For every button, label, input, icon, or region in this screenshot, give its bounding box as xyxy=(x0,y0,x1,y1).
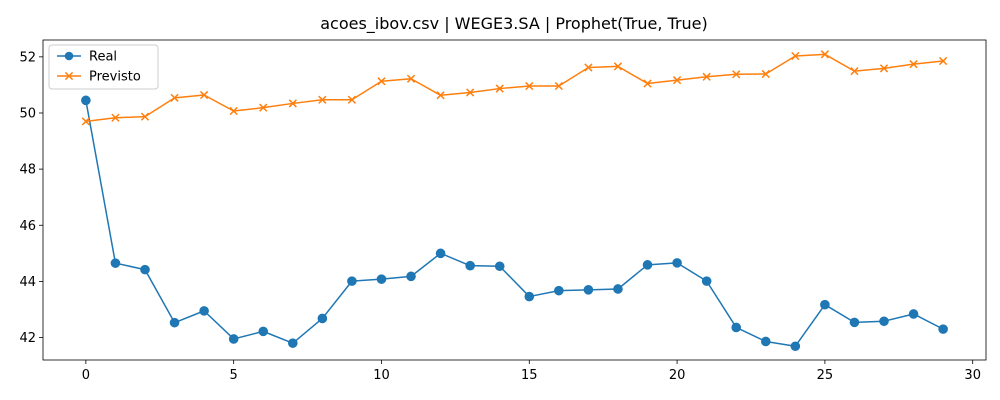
chart-title: acoes_ibov.csv | WEGE3.SA | Prophet(True… xyxy=(320,14,708,34)
x-tick-label: 25 xyxy=(817,368,834,383)
data-point xyxy=(790,341,801,352)
data-point xyxy=(435,248,446,259)
data-point xyxy=(466,88,475,97)
series-real xyxy=(81,95,948,352)
data-point xyxy=(406,271,416,282)
data-point xyxy=(288,99,297,108)
data-point xyxy=(377,77,386,86)
data-point xyxy=(287,338,298,348)
x-tick-label: 10 xyxy=(373,368,390,383)
data-point xyxy=(879,64,889,73)
data-point xyxy=(199,90,209,100)
y-tick-label: 42 xyxy=(19,331,36,346)
data-point xyxy=(583,285,594,295)
data-point xyxy=(939,56,948,66)
data-point xyxy=(938,324,948,334)
data-point xyxy=(791,51,800,61)
x-tick-label: 0 xyxy=(82,368,90,383)
legend-item-previsto: Previsto xyxy=(57,70,141,85)
y-tick-label: 50 xyxy=(19,106,36,121)
x-tick-label: 5 xyxy=(230,368,238,383)
data-point xyxy=(613,62,623,71)
axes-frame xyxy=(42,39,987,361)
y-tick-label: 44 xyxy=(19,275,36,290)
data-point xyxy=(347,276,357,286)
data-point xyxy=(643,79,652,88)
series-line-previsto xyxy=(85,53,944,123)
data-point xyxy=(554,285,564,296)
data-point xyxy=(731,322,742,333)
data-point xyxy=(111,113,120,122)
data-point xyxy=(406,74,416,83)
y-tick-label: 46 xyxy=(19,219,36,234)
data-point xyxy=(613,284,623,294)
data-point xyxy=(820,50,830,59)
plot-area: 0 5 10 15 20 25 30 42 44 46 48 50 52 xyxy=(19,39,987,383)
data-point xyxy=(701,276,712,286)
legend-marker xyxy=(64,51,74,61)
data-point xyxy=(494,261,505,272)
data-point xyxy=(495,84,504,93)
legend-label: Previsto xyxy=(89,70,141,85)
data-point xyxy=(672,76,682,85)
data-point xyxy=(258,326,269,337)
legend: Real Previsto xyxy=(48,44,159,90)
data-point xyxy=(259,103,268,112)
data-point xyxy=(229,106,238,116)
data-point xyxy=(169,317,180,328)
data-point xyxy=(879,316,889,327)
data-point xyxy=(317,313,328,324)
data-point xyxy=(347,95,357,104)
data-point xyxy=(584,63,593,72)
x-tick-label: 15 xyxy=(521,368,538,383)
data-point xyxy=(228,334,239,344)
data-point xyxy=(850,67,859,76)
data-point xyxy=(820,299,830,310)
data-point xyxy=(81,95,91,106)
data-point xyxy=(525,81,534,91)
data-point xyxy=(702,72,711,81)
data-point xyxy=(732,70,741,79)
x-tick-label: 20 xyxy=(669,368,686,383)
data-point xyxy=(849,317,860,328)
y-tick-label: 48 xyxy=(19,163,36,178)
data-point xyxy=(642,260,653,270)
legend-marker xyxy=(64,71,74,81)
series-line-real xyxy=(85,100,944,347)
data-point xyxy=(524,291,535,302)
data-point xyxy=(465,260,475,271)
data-point xyxy=(140,112,150,121)
data-point xyxy=(436,91,445,100)
data-point xyxy=(554,81,563,91)
data-point xyxy=(140,264,150,275)
series-previsto xyxy=(81,50,948,126)
data-point xyxy=(672,258,682,268)
data-point xyxy=(761,69,770,79)
data-point xyxy=(199,306,209,316)
data-point xyxy=(376,274,387,284)
y-tick-label: 52 xyxy=(19,50,36,65)
data-point xyxy=(170,93,179,102)
data-point xyxy=(318,95,327,104)
legend-item-real: Real xyxy=(57,50,117,65)
data-point xyxy=(760,336,771,347)
data-point xyxy=(81,117,90,126)
data-point xyxy=(908,309,919,319)
legend-label: Real xyxy=(89,50,117,65)
data-point xyxy=(110,258,121,268)
data-point xyxy=(909,60,918,69)
x-tick-label: 30 xyxy=(964,368,981,383)
